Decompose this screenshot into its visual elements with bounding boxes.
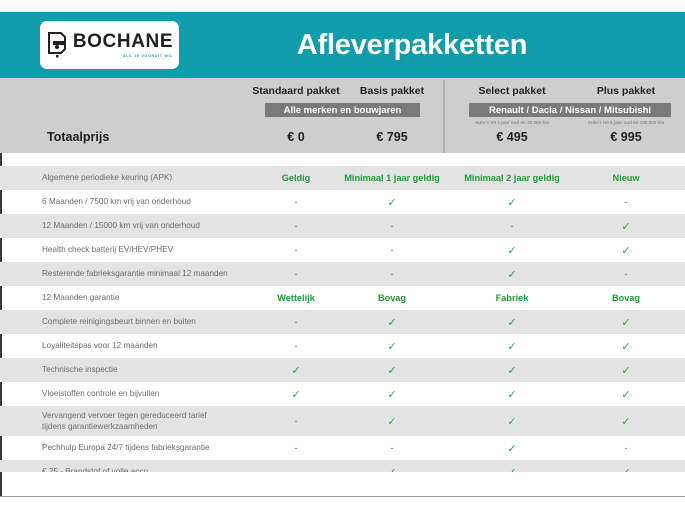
table-row: Vloeistoffen controle en bijvullen ✓ ✓ ✓ ✓ [0, 382, 685, 406]
feature-value-c2: ✓ [387, 364, 397, 377]
feature-value-c1: - [294, 317, 298, 327]
feature-value-c2: - [390, 221, 394, 231]
feature-value-c1: - [294, 443, 298, 453]
table-row: 12 Maanden garantie Wettelijk Bovag Fabriek… [0, 286, 685, 310]
feature-value-c3: ✓ [507, 268, 517, 281]
feature-value-c1: - [294, 341, 298, 351]
feature-value-c2: ✓ [387, 340, 397, 353]
feature-value-c1: ✓ [291, 364, 301, 377]
feature-value-c2: ✓ [387, 316, 397, 329]
feature-value-c2: - [390, 245, 394, 255]
bottom-rule [0, 496, 685, 498]
feature-label: Technische inspectie [42, 365, 118, 375]
column-header-select: Select pakket [478, 85, 546, 97]
table-footer-spacer [0, 472, 685, 496]
feature-value-c1: - [294, 197, 298, 207]
feature-value-c3: ✓ [507, 442, 517, 455]
feature-value-c3: ✓ [507, 244, 517, 257]
feature-value-c2: ✓ [387, 388, 397, 401]
feature-value-c4: - [624, 269, 628, 279]
table-row: 12 Maanden / 15000 km vrij van onderhoud… [0, 214, 685, 238]
price-standaard: € 0 [287, 130, 305, 144]
table-row: Algemene periodieke keuring (APK) Geldig M… [0, 166, 685, 190]
group-bar-all-brands: Alle merken en bouwjaren [265, 103, 420, 117]
feature-label: 12 Maanden garantie [42, 293, 120, 303]
feature-label: Vervangend vervoer tegen gereduceerd tar… [42, 410, 207, 431]
feature-value-c1: Wettelijk [277, 293, 315, 303]
feature-value-c2: - [390, 269, 394, 279]
total-price-label: Totaalprijs [47, 130, 110, 144]
feature-value-c1: ✓ [291, 388, 301, 401]
feature-label: 6 Maanden / 7500 km vrij van onderhoud [42, 197, 191, 207]
feature-value-c1: - [294, 245, 298, 255]
group-bar-renault-dacia-nissan-mitsubishi: Renault / Dacia / Nissan / Mitsubishi [469, 103, 671, 117]
feature-value-c3: Minimaal 2 jaar geldig [464, 173, 560, 183]
price-basis: € 795 [376, 130, 408, 144]
feature-label: Health check batterij EV/HEV/PHEV [42, 245, 174, 255]
table-row: Pechhulp Europa 24/7 tijdens fabrieksgar… [0, 436, 685, 460]
feature-label: Pechhulp Europa 24/7 tijdens fabrieksgar… [42, 443, 210, 453]
table-row: Complete reinigingsbeurt binnen en buite… [0, 310, 685, 334]
feature-value-c3: ✓ [507, 196, 517, 209]
table-row: Technische inspectie ✓ ✓ ✓ ✓ [0, 358, 685, 382]
feature-value-c2: - [390, 443, 394, 453]
feature-value-c1: - [294, 269, 298, 279]
feature-value-c4: - [624, 443, 628, 453]
feature-label: € 25,- Brandstof of volle accu [42, 466, 148, 477]
feature-value-c1: - [294, 221, 298, 231]
feature-value-c2: ✓ [387, 415, 397, 428]
feature-value-c1: Geldig [281, 173, 311, 183]
feature-value-c2: ✓ [387, 196, 397, 209]
feature-value-c4: ✓ [621, 415, 631, 428]
feature-label: Resterende fabrieksgarantie minimaal 12 … [42, 269, 228, 279]
column-header-standaard: Standaard pakket [252, 85, 340, 97]
feature-value-c4: Nieuw [612, 173, 640, 183]
feature-value-c3: ✓ [507, 388, 517, 401]
bochane-logo: BOCHANE ALS JE VOORUIT WIL [40, 21, 179, 69]
table-row: Resterende fabrieksgarantie minimaal 12 … [0, 262, 685, 286]
feature-value-c3: ✓ [507, 415, 517, 428]
feature-value-c3: ✓ [507, 340, 517, 353]
feature-value-c4: - [624, 197, 628, 207]
page-title: Afleverpakketten [296, 28, 528, 61]
feature-value-c4: ✓ [621, 364, 631, 377]
feature-label: Algemene periodieke keuring (APK) [42, 173, 173, 183]
feature-label: 12 Maanden / 15000 km vrij van onderhoud [42, 221, 200, 231]
feature-value-c3: ✓ [507, 316, 517, 329]
logo-tagline: ALS JE VOORUIT WIL [122, 53, 174, 58]
feature-value-c4: ✓ [621, 244, 631, 257]
feature-label: Vloeistoffen controle en bijvullen [42, 389, 160, 399]
feature-value-c3: Fabriek [495, 293, 529, 303]
column-header-plus: Plus pakket [596, 85, 656, 97]
bochane-logomark-icon [47, 32, 66, 58]
table-row: Loyaliteitspas voor 12 maanden - ✓ ✓ ✓ [0, 334, 685, 358]
table-row: Vervangend vervoer tegen gereduceerd tar… [0, 406, 685, 436]
feature-value-c4: ✓ [621, 388, 631, 401]
feature-value-c4: Bovag [611, 293, 641, 303]
header-spacer-row [0, 153, 685, 166]
feature-value-c2: Bovag [377, 293, 407, 303]
logo-wordmark: BOCHANE [72, 30, 174, 52]
feature-label: Loyaliteitspas voor 12 maanden [42, 341, 158, 351]
table-row: Health check batterij EV/HEV/PHEV - - ✓ ✓ [0, 238, 685, 262]
feature-value-c3: - [510, 221, 514, 231]
table-row: 6 Maanden / 7500 km vrij van onderhoud - ✓… [0, 190, 685, 214]
feature-value-c4: ✓ [621, 220, 631, 233]
feature-label: Complete reinigingsbeurt binnen en buite… [42, 317, 196, 327]
feature-value-c4: ✓ [621, 340, 631, 353]
feature-value-c4: ✓ [621, 316, 631, 329]
fineprint-select: Auto's tot 1 jaar oud en 20.000 km [474, 120, 550, 125]
fineprint-plus: Auto's tot 5 jaar oud en 100.000 km [587, 120, 665, 125]
feature-value-c3: ✓ [507, 364, 517, 377]
column-header-basis: Basis pakket [359, 85, 425, 97]
page-header-banner: BOCHANE ALS JE VOORUIT WIL Afleverpakket… [0, 12, 685, 78]
feature-value-c1: - [294, 416, 298, 426]
feature-table: Algemene periodieke keuring (APK) Geldig M… [0, 166, 685, 484]
feature-value-c2: Minimaal 1 jaar geldig [344, 173, 440, 183]
price-plus: € 995 [610, 130, 642, 144]
price-select: € 495 [496, 130, 528, 144]
